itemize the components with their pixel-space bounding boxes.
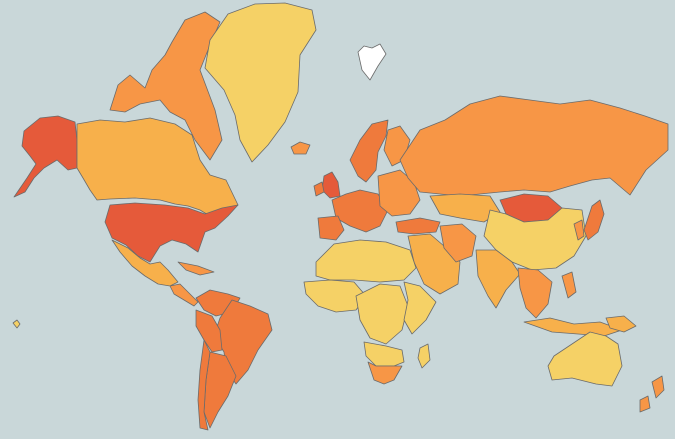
region-turkey[interactable] [395,217,441,235]
region-papua-new-guinea[interactable] [605,315,637,333]
region-peru-bolivia[interactable] [195,309,223,353]
region-north-africa[interactable] [315,239,417,283]
region-southern-africa[interactable] [363,341,405,367]
region-new-zealand[interactable] [639,375,665,413]
region-west-africa[interactable] [303,279,367,313]
region-iran[interactable] [439,223,477,263]
region-svalbard [357,43,387,81]
region-greenland[interactable] [204,2,317,163]
region-central-africa[interactable] [355,283,409,345]
region-cuba[interactable] [177,261,215,276]
region-chile[interactable] [197,339,211,431]
region-korea[interactable] [573,219,585,241]
region-mexico[interactable] [111,239,179,287]
region-philippines[interactable] [561,271,577,299]
region-western-europe[interactable] [331,189,389,233]
region-east-africa[interactable] [403,281,437,335]
region-india[interactable] [475,249,521,309]
region-southeast-asia[interactable] [517,267,553,319]
region-australia[interactable] [547,331,623,387]
region-south-africa[interactable] [367,361,403,385]
region-iceland[interactable] [290,141,311,155]
region-hawaii[interactable] [12,319,21,329]
region-iberia[interactable] [317,215,345,241]
region-alaska[interactable] [13,115,78,198]
region-eastern-europe[interactable] [377,169,421,217]
region-madagascar[interactable] [417,343,431,369]
region-scandinavia[interactable] [349,119,389,183]
region-ireland[interactable] [313,181,325,197]
region-arctic-islands[interactable] [109,11,223,161]
region-japan[interactable] [583,199,605,241]
region-central-america[interactable] [169,283,199,307]
region-united-states[interactable] [104,202,239,263]
